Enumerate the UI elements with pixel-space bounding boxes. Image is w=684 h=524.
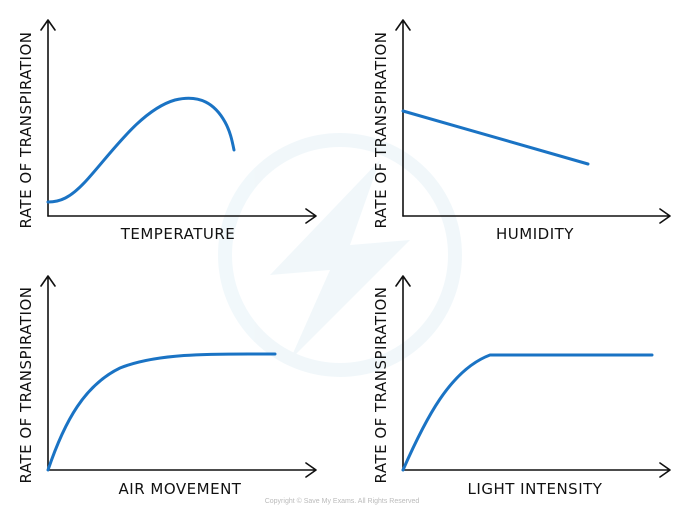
copyright-notice: Copyright © Save My Exams. All Rights Re… bbox=[265, 497, 420, 505]
y-axis-label: RATE OF TRANSPIRATION bbox=[17, 287, 35, 484]
y-axis bbox=[395, 275, 411, 471]
x-axis-label: TEMPERATURE bbox=[120, 225, 236, 243]
x-axis bbox=[47, 462, 317, 478]
curve-humidity bbox=[401, 109, 590, 166]
graph-light-intensity: RATE OF TRANSPIRATION LIGHT INTENSITY bbox=[372, 275, 671, 498]
y-axis-label: RATE OF TRANSPIRATION bbox=[372, 32, 390, 229]
y-axis bbox=[40, 19, 56, 217]
x-axis bbox=[47, 208, 317, 224]
graph-temperature: RATE OF TRANSPIRATION TEMPERATURE bbox=[17, 19, 317, 243]
x-axis-label: AIR MOVEMENT bbox=[119, 480, 242, 498]
x-axis bbox=[402, 208, 671, 224]
curve-light-intensity bbox=[401, 353, 654, 472]
x-axis-label: HUMIDITY bbox=[496, 225, 574, 243]
y-axis-label: RATE OF TRANSPIRATION bbox=[17, 32, 35, 229]
curve-temperature bbox=[46, 96, 236, 204]
x-axis-label: LIGHT INTENSITY bbox=[468, 480, 603, 498]
x-axis bbox=[402, 462, 671, 478]
y-axis-label: RATE OF TRANSPIRATION bbox=[372, 287, 390, 484]
graph-air-movement: RATE OF TRANSPIRATION AIR MOVEMENT bbox=[17, 275, 317, 498]
watermark-logo bbox=[218, 133, 462, 377]
curve-air-movement bbox=[46, 352, 277, 472]
y-axis bbox=[395, 19, 411, 217]
y-axis bbox=[40, 275, 56, 471]
graph-humidity: RATE OF TRANSPIRATION HUMIDITY bbox=[372, 19, 671, 243]
